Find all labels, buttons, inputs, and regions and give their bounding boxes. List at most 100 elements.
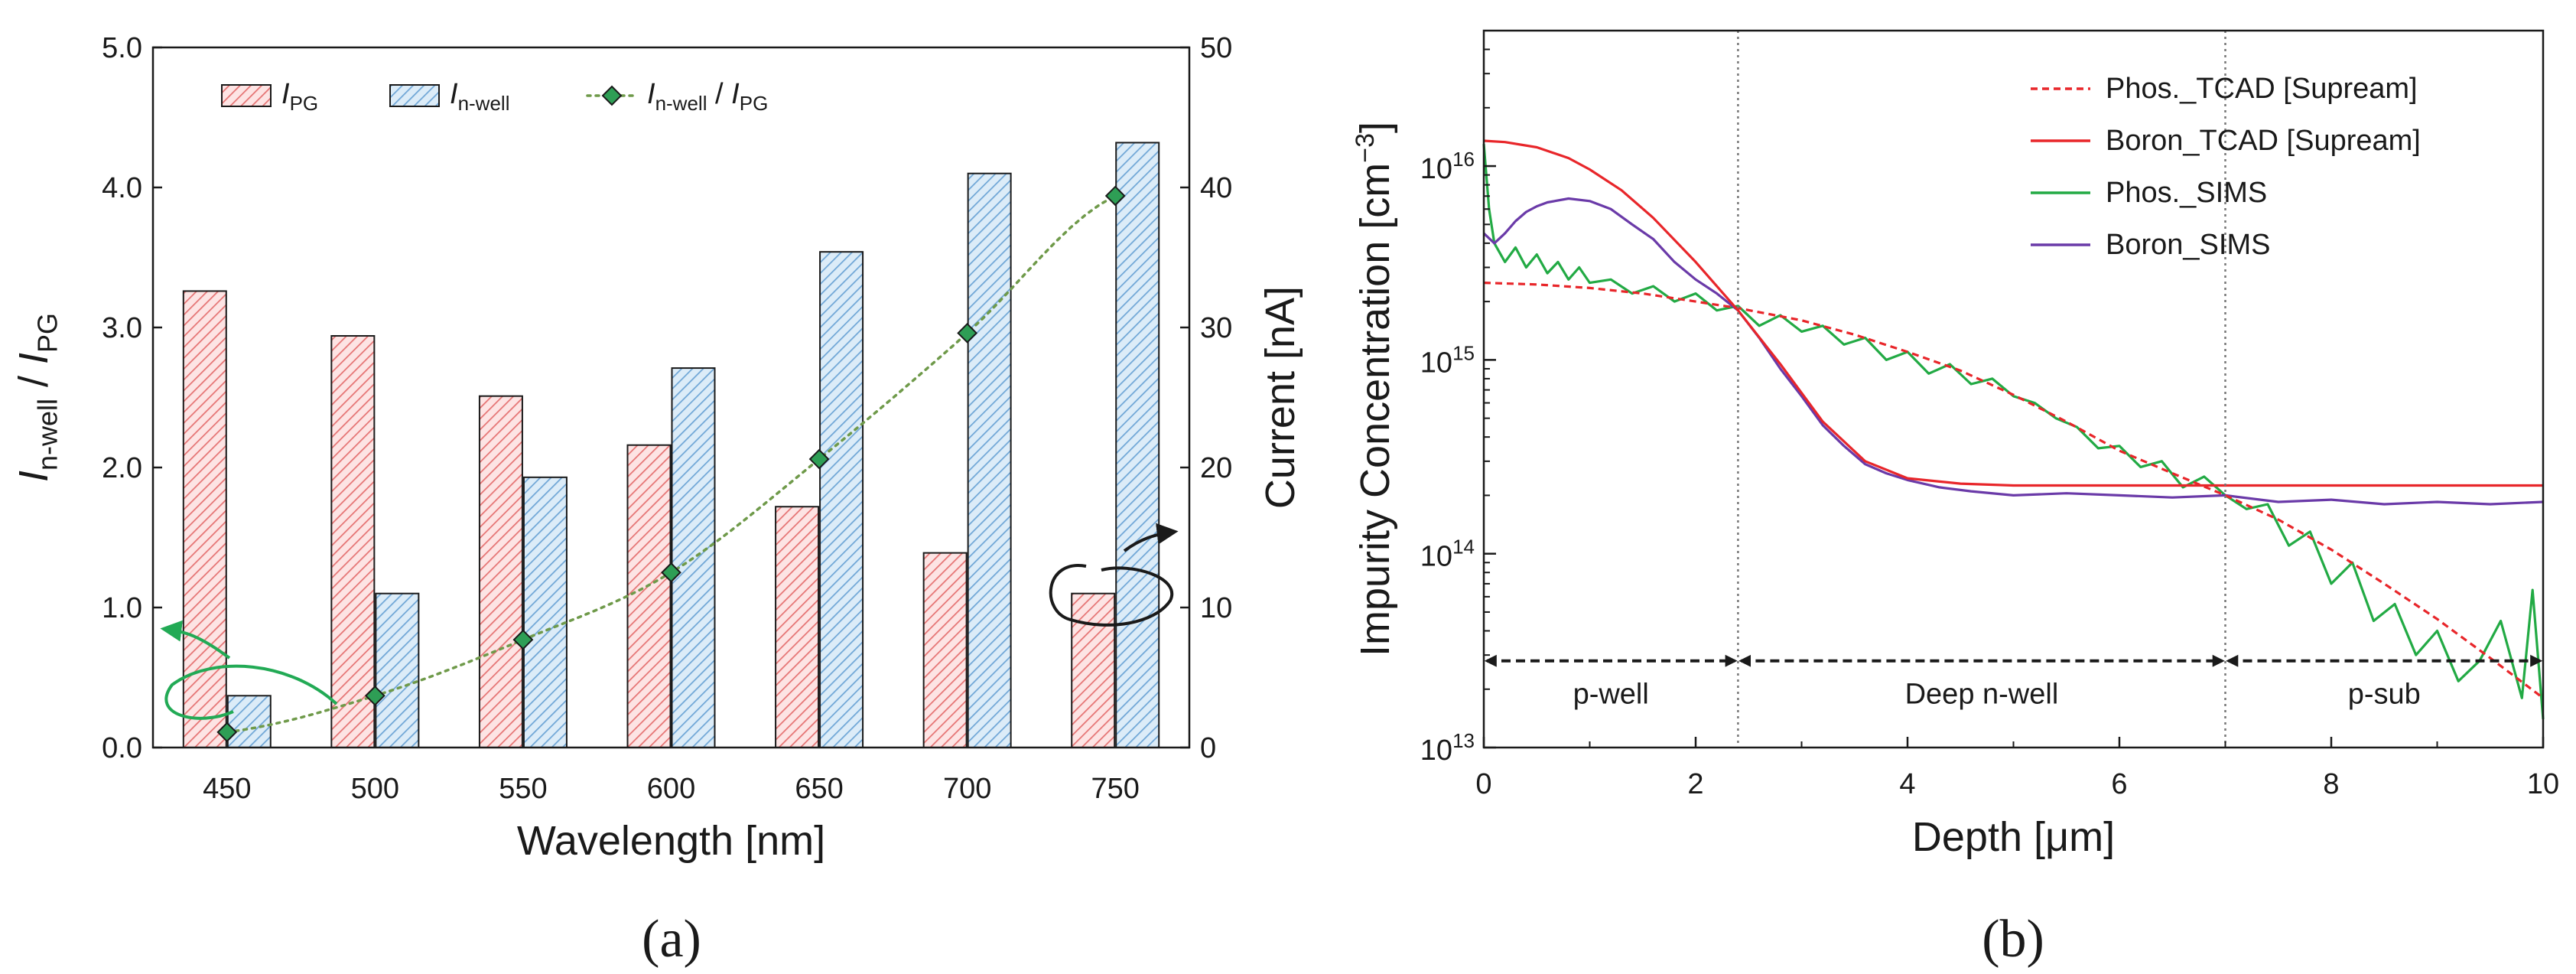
bar-ipg-750 <box>1071 592 1116 749</box>
label-main: I <box>450 78 458 110</box>
y-left-tick-label: 1.0 <box>102 592 142 624</box>
ratio-point-500 <box>364 685 385 706</box>
region-label: p-sub <box>2348 679 2421 711</box>
region-label: p-well <box>1573 679 1649 711</box>
bar-inwell-650 <box>819 251 864 748</box>
label-subscript: PG <box>740 92 769 115</box>
chart-a-bars <box>182 142 1160 749</box>
label-main: I <box>647 78 655 110</box>
label-separator: / <box>11 364 57 399</box>
curved-arrow-left-axis-icon <box>160 620 338 720</box>
label-subscript: n-well <box>458 92 510 115</box>
curved-arrow-right-axis-icon <box>1049 523 1179 627</box>
legend-swatch-inwell <box>389 84 440 107</box>
y-left-tick-label: 4.0 <box>102 172 142 204</box>
ratio-point-700 <box>957 322 978 344</box>
bar-inwell-750 <box>1115 142 1160 748</box>
legend-label-0: Phos._TCAD [Supream] <box>2106 73 2418 105</box>
chart-b-regions: p-well Deep n-well p-sub <box>1484 654 2543 711</box>
x-tick-label: 2 <box>1687 768 1703 800</box>
ratio-point-550 <box>512 629 534 650</box>
y-right-tick-label: 20 <box>1200 452 1232 484</box>
chart-b-legend: Phos._TCAD [Supream] Boron_TCAD [Supream]… <box>2031 73 2421 261</box>
label-subscript: PG <box>290 92 319 115</box>
legend-swatch-ratio-marker <box>601 85 623 106</box>
x-tick-label: 8 <box>2323 768 2339 800</box>
label-main: I <box>731 78 740 110</box>
y-right-tick-label: 10 <box>1200 592 1232 624</box>
chart-a-plot-frame <box>151 46 1191 749</box>
black-loop <box>1049 564 1174 627</box>
y-tick-label: 1016 <box>1420 148 1475 185</box>
bar-inwell-550 <box>522 476 568 748</box>
legend-swatch-ipg <box>221 84 272 107</box>
chart-b-x-axis-label: Depth [μm] <box>1912 814 2115 860</box>
ratio-point-650 <box>808 448 830 470</box>
chart-a-y-axis-label-left: In-well / IPG <box>11 313 63 482</box>
chart-a-ratio-series <box>216 185 1126 743</box>
y-right-tick-label: 40 <box>1200 172 1232 204</box>
x-tick-label: 10 <box>2527 768 2559 800</box>
ratio-point-750 <box>1104 185 1126 207</box>
bar-ipg-550 <box>478 395 523 748</box>
panel-label-a: (a) <box>642 910 701 969</box>
bar-inwell-700 <box>967 172 1012 748</box>
x-tick-label-750: 750 <box>1091 773 1140 805</box>
y-tick-label: 1013 <box>1420 729 1475 767</box>
y-left-tick-label: 2.0 <box>102 452 142 484</box>
tick-exponent: 14 <box>1452 536 1475 559</box>
label-superscript: −3 <box>1351 133 1380 163</box>
green-loop <box>164 664 338 720</box>
x-tick-label-550: 550 <box>499 773 547 805</box>
y-tick-label: 1015 <box>1420 341 1475 379</box>
x-tick-label: 0 <box>1475 768 1491 800</box>
ratio-point-450 <box>216 722 238 743</box>
chart-b-y-axis-label: Impurity Concentration [cm−3] <box>1351 122 1398 656</box>
label-separator: / <box>707 78 731 110</box>
legend-label-3: Boron_SIMS <box>2106 229 2270 261</box>
label-subscript: n-well <box>32 399 63 471</box>
tick-base: 10 <box>1420 347 1452 379</box>
panel-label-b: (b) <box>1982 910 2044 969</box>
series-line-2 <box>1482 144 2545 720</box>
bar-ipg-450 <box>182 290 227 749</box>
bar-ipg-700 <box>922 552 968 748</box>
ratio-point-600 <box>661 562 681 583</box>
label-main: I <box>11 471 57 482</box>
bar-ipg-600 <box>626 444 672 748</box>
y-left-tick-label: 3.0 <box>102 312 142 344</box>
chart-a-legend: IPG In-well In-well / IPG <box>221 78 769 115</box>
label-main: I <box>11 353 57 364</box>
legend-label-1: Boron_TCAD [Supream] <box>2106 125 2421 157</box>
bar-inwell-450 <box>226 695 272 748</box>
y-left-tick-label: 5.0 <box>102 32 142 64</box>
chart-a: 0.0 1.0 2.0 3.0 4.0 5.0 0 10 20 30 40 50 450 500 550 60… <box>11 32 1303 864</box>
label-main: Impurity Concentration [cm <box>1352 163 1398 656</box>
tick-exponent: 13 <box>1452 729 1475 752</box>
series-line-1 <box>1483 139 2543 487</box>
legend-label-inwell: In-well <box>450 78 509 115</box>
chart-b: p-well Deep n-well p-sub 0 2 4 6 8 101013101410… <box>1351 29 2559 860</box>
x-tick-label-450: 450 <box>203 773 251 805</box>
bar-ipg-500 <box>330 334 376 749</box>
y-tick-label: 1014 <box>1420 536 1475 573</box>
label-subscript: PG <box>32 313 63 353</box>
x-tick-label: 6 <box>2111 768 2127 800</box>
x-tick-label-700: 700 <box>943 773 991 805</box>
x-tick-label-600: 600 <box>647 773 695 805</box>
x-tick-label-650: 650 <box>795 773 843 805</box>
tick-exponent: 16 <box>1452 148 1475 171</box>
chart-a-y-axis-label-right: Current [nA] <box>1257 286 1303 509</box>
series-line-3 <box>1482 197 2544 506</box>
green-arrow-left <box>160 620 231 660</box>
chart-b-series <box>1482 139 2545 720</box>
y-right-tick-label: 0 <box>1200 732 1216 764</box>
tick-base: 10 <box>1420 735 1452 767</box>
tick-exponent: 15 <box>1452 341 1475 364</box>
bar-inwell-500 <box>375 592 420 749</box>
label-main: I <box>281 78 290 110</box>
legend-label-ipg: IPG <box>281 78 318 115</box>
x-tick-label: 4 <box>1899 768 1915 800</box>
